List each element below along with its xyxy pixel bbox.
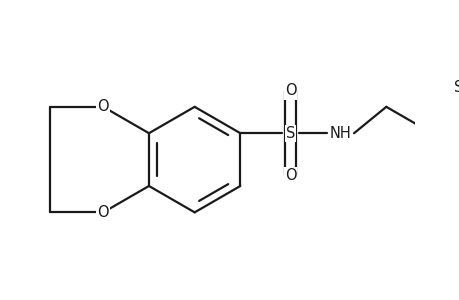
Text: O: O	[97, 99, 109, 114]
Text: O: O	[284, 83, 296, 98]
Text: O: O	[284, 168, 296, 183]
Text: S: S	[285, 126, 295, 141]
Text: O: O	[97, 205, 109, 220]
Text: NH: NH	[329, 126, 351, 141]
Text: S: S	[453, 80, 459, 95]
